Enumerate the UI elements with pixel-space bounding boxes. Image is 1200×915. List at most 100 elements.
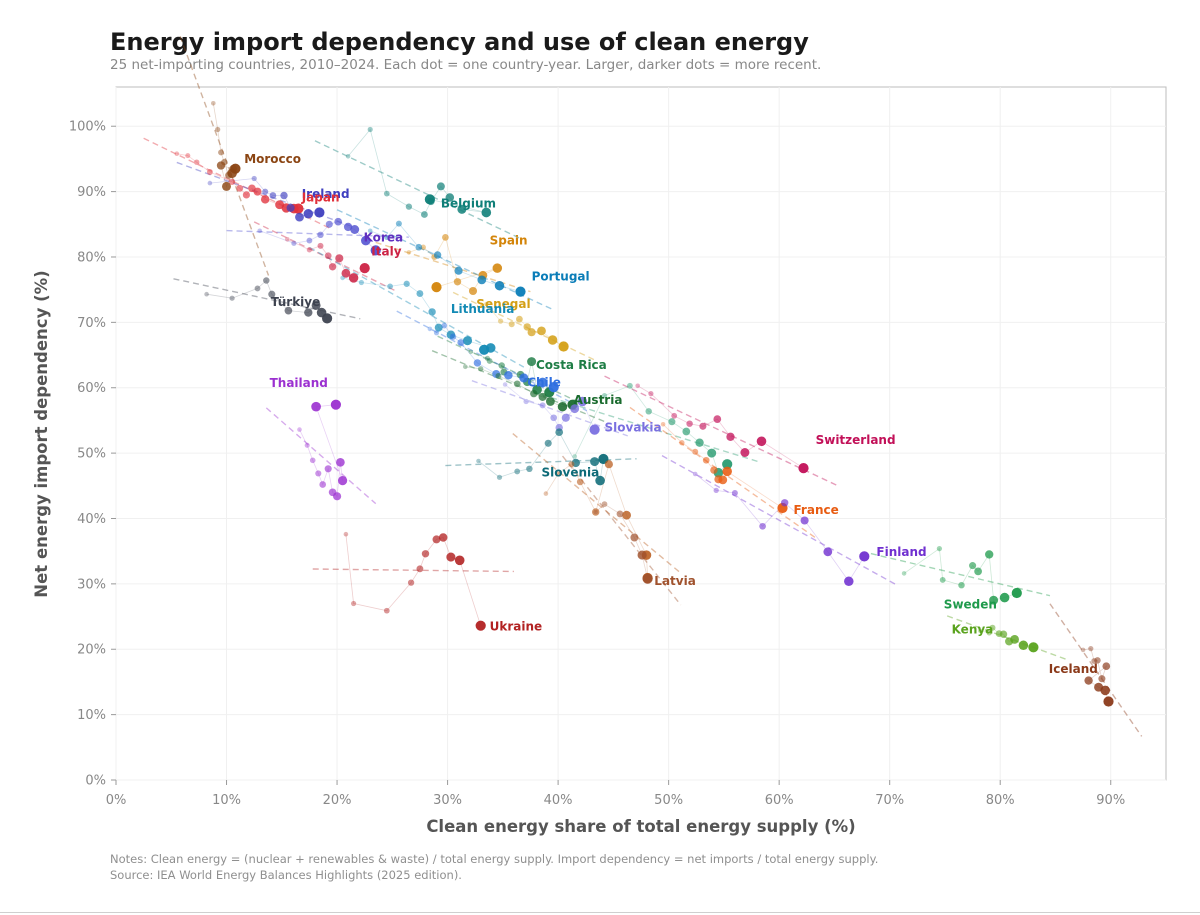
data-point (595, 475, 605, 486)
data-point (341, 268, 351, 278)
country-label: Belgium (441, 196, 496, 210)
data-point (986, 630, 992, 636)
data-point (257, 228, 263, 234)
data-point (1098, 675, 1106, 683)
data-point (433, 251, 442, 259)
y-tick-label: 70% (77, 316, 106, 331)
data-point (486, 357, 493, 364)
data-point (230, 163, 241, 174)
data-point (502, 382, 508, 387)
data-point (538, 392, 547, 401)
data-point (416, 565, 424, 573)
y-tick-label: 0% (85, 774, 106, 789)
data-point (497, 318, 504, 324)
data-point (1018, 640, 1029, 651)
data-point (668, 418, 676, 426)
data-point (546, 397, 555, 406)
data-point (420, 244, 426, 250)
country-label: Latvia (654, 574, 696, 588)
data-point (222, 181, 231, 191)
data-point (293, 203, 304, 214)
data-point (454, 266, 463, 275)
data-point (1088, 645, 1094, 652)
y-tick-label: 90% (77, 185, 106, 200)
trend-line (512, 433, 682, 574)
data-point (557, 401, 568, 412)
data-point (315, 470, 322, 477)
data-point (336, 457, 345, 467)
data-point (260, 195, 270, 204)
country-label: Iceland (1049, 662, 1098, 676)
country-label: Switzerland (816, 433, 896, 447)
trend-line (396, 310, 588, 412)
data-point (642, 573, 653, 584)
data-point (1084, 676, 1093, 685)
x-tick-label: 20% (323, 793, 352, 808)
data-point (309, 457, 316, 464)
data-point (449, 333, 457, 340)
data-point (630, 533, 639, 542)
data-point (519, 373, 529, 383)
data-point (324, 252, 332, 260)
data-point (395, 220, 402, 227)
data-point (216, 161, 226, 170)
data-point (383, 190, 390, 197)
data-point (340, 275, 345, 281)
data-point (593, 509, 598, 515)
data-point (548, 382, 559, 393)
data-point (492, 263, 503, 273)
data-point (722, 466, 732, 477)
data-point (322, 313, 333, 324)
data-point (544, 439, 552, 447)
data-point (304, 442, 310, 448)
data-point (268, 290, 276, 298)
data-point (726, 432, 735, 441)
data-point (589, 424, 600, 435)
trend-line (176, 161, 353, 228)
data-point (442, 234, 449, 241)
source-line: Source: IEA World Energy Balances Highli… (110, 868, 462, 882)
data-point (1011, 587, 1022, 599)
data-point (335, 254, 344, 263)
chart-notes: Notes: Clean energy = (nuclear + renewab… (110, 851, 878, 883)
data-point (601, 501, 608, 507)
data-point (514, 468, 521, 475)
data-point (547, 335, 558, 345)
data-point (477, 275, 487, 285)
data-point (324, 465, 332, 473)
data-point (550, 414, 558, 422)
data-point (718, 475, 728, 485)
data-point (420, 211, 428, 218)
data-point (626, 382, 633, 389)
trend-line (604, 375, 837, 486)
trend-line (471, 380, 628, 437)
y-tick-label: 60% (77, 381, 106, 396)
data-point (367, 228, 373, 234)
data-point (453, 278, 462, 286)
country-path (478, 431, 604, 481)
data-point (526, 465, 533, 473)
data-point (798, 463, 809, 474)
data-point (215, 126, 221, 133)
data-point (800, 516, 809, 525)
data-point (350, 225, 360, 234)
data-point (1102, 662, 1111, 671)
data-point (193, 159, 200, 165)
data-point (939, 576, 946, 583)
data-point (204, 291, 209, 297)
y-tick-label: 50% (77, 447, 106, 462)
data-point (1100, 685, 1110, 696)
data-point (479, 344, 490, 355)
country-path (637, 385, 804, 469)
data-point (974, 567, 982, 576)
x-tick-label: 10% (212, 793, 241, 808)
data-point (438, 533, 448, 542)
trend-line (1049, 603, 1143, 737)
data-point (481, 207, 492, 218)
data-point (508, 321, 515, 328)
trend-line (437, 335, 583, 405)
data-point (345, 154, 351, 159)
data-point (555, 428, 564, 437)
country-label: Thailand (270, 376, 328, 390)
data-point (702, 456, 710, 464)
